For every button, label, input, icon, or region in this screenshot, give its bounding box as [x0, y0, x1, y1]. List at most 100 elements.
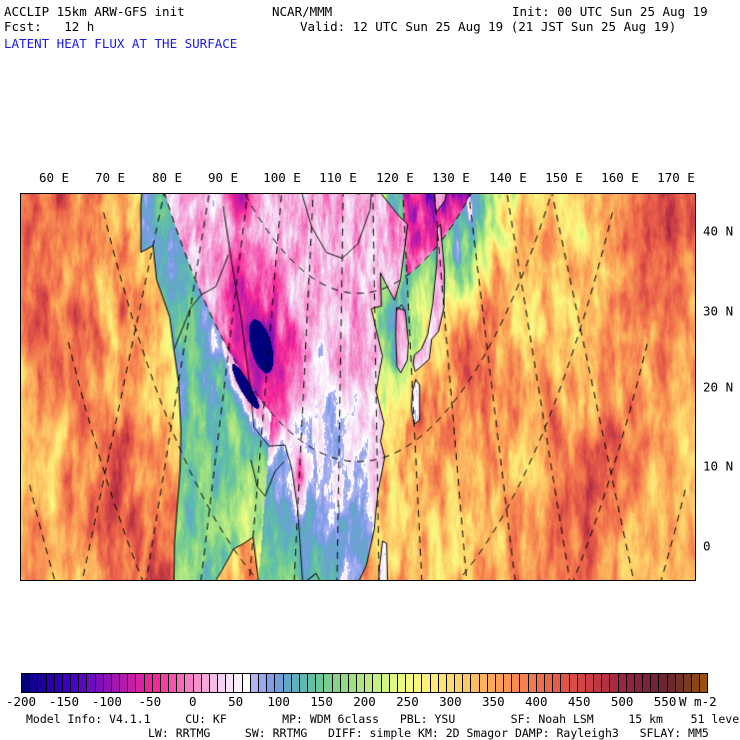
colorbar-tick-5: 50 [228, 694, 244, 709]
colorbar-swatch-26 [234, 674, 243, 692]
colorbar-swatch-83 [700, 674, 708, 692]
colorbar-swatch-6 [71, 674, 80, 692]
colorbar-swatch-76 [643, 674, 652, 692]
latent-heat-flux-field [21, 194, 695, 580]
colorbar-swatch-75 [634, 674, 644, 692]
colorbar-swatch-32 [283, 674, 292, 692]
colorbar-swatch-68 [577, 674, 586, 692]
colorbar-swatch-81 [683, 674, 693, 692]
colorbar-swatch-19 [177, 674, 186, 692]
colorbar-swatch-10 [103, 674, 112, 692]
header-forecast-hour: Fcst: 12 h [4, 19, 95, 34]
colorbar-swatch-70 [594, 674, 603, 692]
colorbar-swatch-2 [38, 674, 47, 692]
colorbar-tick-11: 350 [482, 694, 505, 709]
colorbar-tick-labels: -200 -150 -100 -50 0 50 100 150 200 250 300 350 400 4… [0, 694, 740, 710]
field-title: LATENT HEAT FLUX AT THE SURFACE [4, 36, 238, 51]
colorbar-swatch-21 [193, 674, 202, 692]
lat-tick-1: 30 N [703, 303, 734, 319]
colorbar-swatch-74 [626, 674, 635, 692]
colorbar-swatch-0 [22, 674, 31, 692]
colorbar-swatch-34 [299, 674, 309, 692]
longitude-axis: 60 E 70 E 80 E 90 E 100 E 110 E 120 E 130 E 140 … [0, 170, 740, 188]
colorbar-swatch-63 [536, 674, 545, 692]
model-info-row-1: Model Info: V4.1.1 CU: KF MP: WDM 6class… [26, 712, 740, 726]
colorbar-swatch-46 [397, 674, 407, 692]
colorbar-units-label: W m-2 [679, 694, 717, 709]
colorbar-swatch-7 [79, 674, 88, 692]
colorbar-swatch-78 [659, 674, 668, 692]
colorbar-swatch-61 [520, 674, 529, 692]
colorbar-swatch-47 [406, 674, 415, 692]
colorbar-swatch-37 [324, 674, 333, 692]
colorbar-swatch-3 [46, 674, 55, 692]
colorbar-swatch-23 [209, 674, 219, 692]
colorbar-swatch-64 [545, 674, 554, 692]
lon-tick-6: 120 E [376, 170, 414, 185]
colorbar-swatches [21, 673, 708, 693]
colorbar-swatch-41 [357, 674, 366, 692]
colorbar-tick-12: 400 [524, 694, 548, 709]
colorbar-tick-4: 0 [188, 694, 197, 709]
lon-tick-11: 170 E [657, 170, 695, 185]
map-panel[interactable] [20, 193, 696, 581]
lat-tick-3: 10 N [703, 458, 734, 474]
colorbar-swatch-59 [504, 674, 513, 692]
colorbar-swatch-52 [446, 674, 456, 692]
lon-tick-1: 70 E [94, 170, 126, 185]
colorbar-tick-8: 200 [353, 694, 376, 709]
colorbar-swatch-56 [479, 674, 488, 692]
colorbar-swatch-62 [528, 674, 537, 692]
colorbar-swatch-54 [463, 674, 472, 692]
model-info: Model Info: V4.1.1 CU: KF MP: WDM 6class… [0, 712, 740, 740]
colorbar-swatch-45 [389, 674, 398, 692]
colorbar-swatch-33 [291, 674, 300, 692]
colorbar-swatch-55 [471, 674, 480, 692]
colorbar-swatch-73 [618, 674, 627, 692]
colorbar-tick-14: 500 [610, 694, 634, 709]
model-info-row-2: LW: RRTMG SW: RRTMG DIFF: simple KM: 2D … [148, 726, 709, 740]
colorbar-tick-10: 300 [439, 694, 462, 709]
colorbar-swatch-35 [308, 674, 317, 692]
header: ACCLIP 15km ARW-GFS init NCAR/MMM Init: … [0, 0, 740, 60]
colorbar-swatch-12 [120, 674, 129, 692]
colorbar-swatch-67 [569, 674, 578, 692]
lon-tick-7: 130 E [432, 170, 470, 185]
colorbar-swatch-65 [553, 674, 562, 692]
colorbar-swatch-60 [512, 674, 521, 692]
colorbar-swatch-40 [348, 674, 358, 692]
lon-tick-10: 160 E [601, 170, 639, 185]
colorbar [21, 673, 708, 693]
colorbar-tick-15: 550 [653, 694, 677, 709]
colorbar-swatch-72 [610, 674, 619, 692]
lon-tick-9: 150 E [545, 170, 583, 185]
colorbar-swatch-13 [128, 674, 137, 692]
colorbar-swatch-69 [585, 674, 595, 692]
colorbar-swatch-80 [675, 674, 684, 692]
colorbar-swatch-4 [54, 674, 63, 692]
colorbar-swatch-15 [144, 674, 153, 692]
colorbar-tick-0: -200 [5, 694, 37, 709]
colorbar-swatch-30 [267, 674, 276, 692]
colorbar-tick-7: 150 [310, 694, 333, 709]
colorbar-swatch-79 [667, 674, 676, 692]
lon-tick-3: 90 E [207, 170, 239, 185]
colorbar-swatch-51 [438, 674, 447, 692]
colorbar-swatch-25 [226, 674, 235, 692]
colorbar-swatch-57 [487, 674, 496, 692]
colorbar-swatch-66 [561, 674, 570, 692]
header-model-line: ACCLIP 15km ARW-GFS init [4, 4, 185, 19]
colorbar-swatch-29 [258, 674, 268, 692]
colorbar-tick-2: -100 [91, 694, 122, 709]
colorbar-swatch-11 [111, 674, 121, 692]
colorbar-swatch-31 [275, 674, 284, 692]
colorbar-swatch-1 [30, 674, 39, 692]
header-valid-time: Valid: 12 UTC Sun 25 Aug 19 (21 JST Sun … [300, 19, 677, 34]
colorbar-swatch-71 [602, 674, 611, 692]
colorbar-swatch-82 [692, 674, 701, 692]
colorbar-swatch-9 [95, 674, 104, 692]
colorbar-swatch-53 [455, 674, 464, 692]
colorbar-tick-6: 100 [267, 694, 290, 709]
colorbar-swatch-49 [422, 674, 431, 692]
